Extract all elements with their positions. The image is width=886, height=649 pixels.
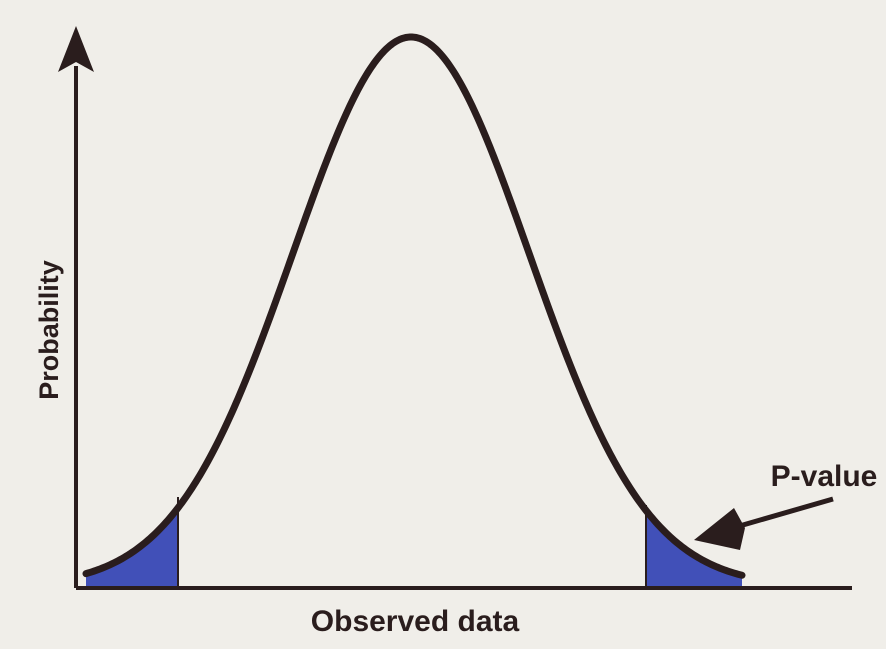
y-axis-arrow-icon	[58, 26, 94, 72]
bell-curve	[82, 33, 746, 579]
right-tail-region	[646, 510, 742, 586]
y-axis-label: Probability	[34, 260, 64, 400]
x-axis-label: Observed data	[311, 605, 520, 638]
annotation-arrow-shaft	[735, 496, 834, 530]
p-value-label: P-value	[771, 460, 878, 493]
annotation-arrowhead-icon	[694, 508, 745, 550]
